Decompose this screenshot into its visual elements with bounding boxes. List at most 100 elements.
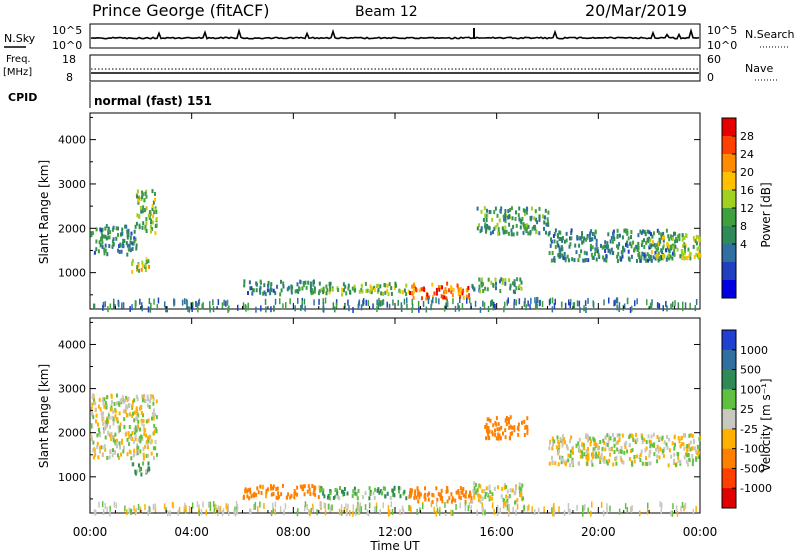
data-cell bbox=[145, 217, 148, 222]
data-cell bbox=[590, 459, 593, 464]
data-cell bbox=[600, 501, 603, 508]
data-cell bbox=[647, 434, 650, 439]
data-cell bbox=[623, 303, 626, 310]
data-cell bbox=[103, 426, 106, 431]
data-cell bbox=[235, 501, 238, 507]
data-cell bbox=[680, 435, 683, 440]
data-cell bbox=[543, 506, 545, 513]
data-cell bbox=[344, 284, 347, 289]
data-cell bbox=[618, 306, 620, 313]
data-cell bbox=[183, 298, 186, 305]
data-cell bbox=[294, 305, 296, 312]
data-cell bbox=[95, 247, 98, 252]
data-cell bbox=[147, 453, 150, 458]
data-cell bbox=[657, 241, 660, 246]
data-cell bbox=[146, 437, 149, 442]
data-cell bbox=[677, 302, 680, 309]
data-cell bbox=[109, 448, 112, 453]
data-cell bbox=[594, 446, 596, 451]
data-cell bbox=[613, 450, 616, 454]
data-cell bbox=[313, 487, 316, 492]
data-cell bbox=[293, 489, 296, 493]
data-cell bbox=[559, 455, 562, 460]
data-cell bbox=[631, 305, 633, 312]
data-cell bbox=[223, 299, 225, 306]
data-cell bbox=[141, 398, 144, 403]
data-cell bbox=[381, 491, 383, 496]
data-cell bbox=[504, 301, 506, 308]
data-cell bbox=[604, 249, 607, 253]
data-cell bbox=[136, 415, 139, 420]
data-cell bbox=[523, 419, 526, 424]
data-cell bbox=[689, 251, 692, 256]
data-cell bbox=[109, 230, 112, 235]
data-cell bbox=[469, 297, 471, 304]
data-cell bbox=[582, 510, 584, 517]
data-cell bbox=[124, 224, 127, 229]
data-cell bbox=[666, 305, 668, 312]
data-cell bbox=[684, 255, 687, 260]
data-cell bbox=[132, 411, 135, 416]
data-cell bbox=[560, 247, 563, 252]
data-cell bbox=[318, 291, 320, 296]
data-cell bbox=[604, 435, 607, 440]
data-cell bbox=[647, 254, 650, 258]
data-cell bbox=[618, 233, 621, 238]
data-cell bbox=[535, 217, 537, 222]
data-cell bbox=[255, 282, 258, 287]
data-cell bbox=[682, 442, 685, 447]
data-cell bbox=[96, 441, 99, 446]
data-cell bbox=[494, 206, 497, 211]
scatter-region bbox=[319, 485, 408, 501]
data-cell bbox=[479, 494, 482, 499]
data-cell bbox=[134, 425, 137, 430]
data-cell bbox=[599, 460, 602, 464]
data-cell bbox=[683, 446, 686, 451]
data-cell bbox=[503, 306, 505, 313]
data-cell bbox=[110, 407, 113, 412]
data-cell bbox=[106, 395, 109, 400]
data-cell bbox=[92, 415, 95, 420]
data-cell bbox=[623, 228, 626, 233]
data-cell bbox=[641, 440, 644, 445]
near-range-band bbox=[93, 297, 698, 313]
data-cell bbox=[249, 487, 252, 492]
data-cell bbox=[121, 231, 124, 236]
data-cell bbox=[501, 486, 504, 491]
x-axis-ticks: 00:00 04:00 08:00 12:00 16:00 20:00 00:00 bbox=[73, 113, 717, 539]
data-cell bbox=[507, 297, 509, 304]
data-cell bbox=[641, 461, 644, 466]
data-cell bbox=[319, 488, 322, 493]
data-cell bbox=[303, 492, 306, 497]
data-cell bbox=[665, 257, 668, 262]
data-cell bbox=[117, 248, 120, 253]
data-cell bbox=[621, 433, 624, 438]
data-cell bbox=[494, 432, 497, 437]
data-cell bbox=[141, 192, 144, 197]
data-cell bbox=[504, 501, 507, 508]
data-cell bbox=[137, 445, 140, 450]
data-cell bbox=[509, 436, 511, 440]
data-cell bbox=[560, 460, 563, 465]
freq-tick-bottom: 8 bbox=[66, 71, 73, 84]
scatter-region bbox=[131, 257, 150, 274]
data-cell bbox=[128, 247, 130, 252]
data-cell bbox=[567, 453, 570, 458]
data-cell bbox=[587, 457, 590, 461]
data-cell bbox=[126, 252, 129, 257]
colorbar-tick-label: 25 bbox=[740, 403, 754, 416]
data-cell bbox=[516, 231, 519, 236]
data-cell bbox=[340, 504, 343, 511]
data-cell bbox=[324, 503, 326, 509]
data-cell bbox=[619, 449, 622, 454]
data-cell bbox=[101, 233, 104, 238]
nsky-trace bbox=[90, 27, 700, 40]
data-cell bbox=[382, 291, 384, 296]
data-cell bbox=[342, 490, 345, 494]
data-cell bbox=[511, 216, 514, 221]
data-cell bbox=[267, 487, 270, 492]
data-cell bbox=[648, 245, 651, 250]
power-colorbar-label: Power [dB] bbox=[759, 182, 773, 247]
data-cell bbox=[409, 487, 412, 492]
